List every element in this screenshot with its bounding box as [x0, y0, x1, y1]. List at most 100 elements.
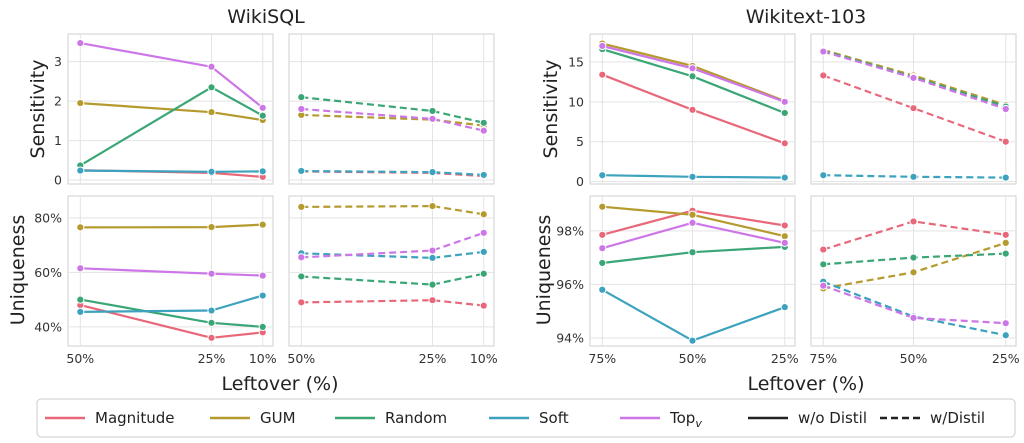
data-point-soft — [1001, 173, 1010, 182]
legend-label-text: Top — [669, 409, 695, 427]
panel-wikisql-uniq-nodistil: 50% 25% 10% 40% 60% 80% — [34, 195, 277, 366]
wikisql-sensitivity-ylabel: Sensitivity — [27, 60, 49, 159]
series-line-soft — [301, 169, 484, 176]
data-point-soft — [780, 303, 789, 312]
data-point-top — [1001, 104, 1010, 114]
data-point-top — [819, 281, 828, 290]
x-tick-label: 50% — [900, 351, 928, 366]
data-point-magnitude — [207, 333, 216, 342]
data-point-top — [780, 97, 789, 106]
y-tick-label: 60% — [34, 265, 62, 280]
legend-label-text: w/Distil — [930, 409, 985, 427]
data-point-soft — [207, 167, 216, 176]
data-point-top — [258, 271, 267, 280]
data-point-top — [780, 238, 789, 247]
data-point-top — [428, 114, 437, 123]
data-point-soft — [479, 247, 488, 257]
legend: Magnitude GUM Random Soft Topv w/o Distil w/Di… — [36, 398, 1016, 438]
y-tick-label: 98% — [556, 223, 584, 238]
panel-wikitext-sens-nodistil: 0 5 10 15 — [568, 33, 796, 189]
x-tick-label: 25% — [198, 351, 226, 366]
data-point-soft — [207, 306, 216, 315]
data-point-magnitude — [297, 298, 306, 307]
panel-wikitext-uniq-distil: 75% 50% 25% — [809, 195, 1020, 366]
panel-frame — [288, 195, 495, 347]
y-tick-label: 40% — [34, 319, 62, 334]
legend-label-subscript: v — [695, 417, 702, 430]
panel-wikitext-uniq-nodistil: 75% 50% 25% 94% 96% 98% — [556, 195, 799, 366]
data-point-gum — [909, 268, 918, 277]
data-point-top — [258, 103, 267, 112]
series-line-soft — [822, 280, 1007, 337]
data-point-soft — [258, 167, 267, 176]
data-point-top — [909, 313, 918, 322]
legend-label: Soft — [539, 409, 569, 427]
y-tick-label: 0 — [54, 173, 62, 188]
data-point-top — [297, 253, 306, 262]
wikitext-title: Wikitext-103 — [746, 6, 867, 28]
panel-wikisql-uniq-distil: 50% 25% 10% — [287, 195, 498, 366]
data-point-top — [428, 246, 437, 255]
y-tick-label: 1 — [54, 133, 62, 148]
data-point-magnitude — [819, 245, 828, 254]
data-point-random — [76, 295, 85, 304]
legend-label-text: Soft — [539, 409, 569, 427]
data-point-gum — [76, 223, 85, 232]
data-point-soft — [598, 285, 607, 294]
data-point-random — [207, 318, 216, 327]
y-tick-label: 0 — [576, 174, 584, 189]
data-point-gum — [207, 108, 216, 117]
data-point-random — [258, 322, 267, 332]
data-point-random — [428, 106, 437, 116]
x-tick-label: 50% — [679, 351, 707, 366]
data-point-soft — [428, 253, 437, 263]
data-point-magnitude — [688, 105, 697, 114]
legend-label: w/Distil — [930, 409, 985, 427]
series-line-soft — [301, 250, 484, 259]
data-point-random — [688, 72, 697, 81]
data-point-magnitude — [1001, 230, 1010, 239]
data-point-gum — [598, 202, 607, 211]
data-point-top — [688, 64, 697, 73]
data-point-gum — [297, 202, 306, 212]
data-point-gum — [258, 220, 267, 229]
y-tick-label: 2 — [54, 94, 62, 109]
series-line-top — [822, 284, 1006, 325]
data-point-random — [1001, 249, 1010, 258]
x-tick-label: 10% — [249, 351, 277, 366]
data-point-magnitude — [428, 296, 437, 305]
data-point-top — [297, 104, 306, 114]
data-point-soft — [428, 168, 437, 177]
data-point-top — [598, 41, 607, 51]
data-point-gum — [780, 232, 789, 241]
data-point-soft — [297, 166, 306, 176]
data-point-magnitude — [909, 104, 918, 113]
data-point-soft — [688, 172, 697, 181]
x-tick-label: 75% — [588, 351, 616, 366]
data-point-top — [598, 244, 607, 253]
data-point-magnitude — [1001, 137, 1010, 146]
y-tick-label: 10 — [568, 94, 584, 109]
data-point-top — [76, 38, 85, 48]
wikisql-title: WikiSQL — [227, 6, 305, 28]
data-point-magnitude — [479, 301, 488, 310]
data-point-top — [207, 269, 216, 278]
data-point-top — [207, 62, 216, 71]
x-tick-label: 25% — [992, 351, 1020, 366]
legend-label: w/o Distil — [798, 409, 867, 427]
data-point-random — [297, 272, 306, 281]
x-tick-label: 25% — [419, 351, 447, 366]
panel-wikisql-sens-nodistil: 0 1 2 3 — [54, 33, 274, 188]
x-tick-label: 75% — [809, 351, 837, 366]
wikisql-uniqueness-ylabel: Uniqueness — [7, 215, 29, 326]
data-point-soft — [909, 172, 918, 181]
data-point-random — [479, 118, 488, 127]
data-point-gum — [688, 210, 697, 219]
data-point-gum — [207, 222, 216, 232]
data-point-random — [297, 93, 306, 102]
data-point-soft — [479, 170, 488, 180]
series-line-top — [301, 231, 485, 259]
data-point-random — [598, 258, 607, 268]
data-point-gum — [1001, 238, 1010, 247]
